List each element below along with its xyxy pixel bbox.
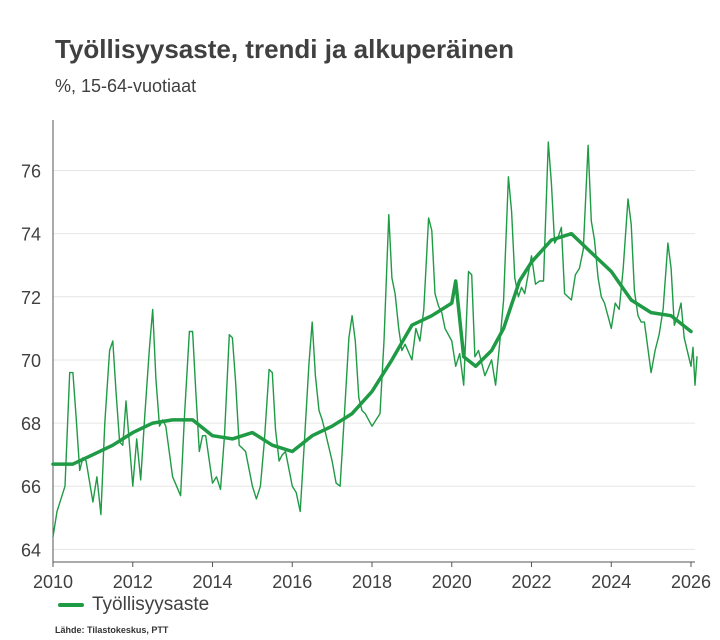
original-line	[52, 141, 698, 538]
x-tick-label-2022: 2022	[511, 572, 551, 592]
y-tick-label-64: 64	[21, 540, 41, 560]
x-tick-label-2026: 2026	[671, 572, 711, 592]
y-tick-label-68: 68	[21, 414, 41, 434]
chart-subtitle: %, 15-64-vuotiaat	[55, 76, 197, 96]
x-tick-label-2018: 2018	[352, 572, 392, 592]
y-tick-label-72: 72	[21, 288, 41, 308]
series-group	[51, 141, 698, 538]
y-tick-label-70: 70	[21, 351, 41, 371]
axes: 64 66 68 70 72 74 76 2010 2012 2014 2016 2018 2020 20…	[21, 120, 711, 592]
x-tick-label-2012: 2012	[113, 572, 153, 592]
y-tick-label-76: 76	[21, 162, 41, 182]
chart-title: Työllisyysaste, trendi ja alkuperäinen	[55, 34, 515, 64]
legend-swatch-tyollisyysaste	[58, 603, 84, 607]
x-tick-label-2016: 2016	[272, 572, 312, 592]
x-tick-label-2024: 2024	[591, 572, 631, 592]
source-note: Lähde: Tilastokeskus, PTT	[55, 625, 169, 635]
x-tick-label-2020: 2020	[432, 572, 472, 592]
x-tick-label-2010: 2010	[33, 572, 73, 592]
x-tick-label-2014: 2014	[192, 572, 232, 592]
legend-label-tyollisyysaste: Työllisyysaste	[92, 594, 210, 615]
y-tick-label-74: 74	[21, 225, 41, 245]
y-tick-label-66: 66	[21, 477, 41, 497]
trend-line	[51, 231, 693, 466]
grid-lines	[53, 170, 695, 550]
legend: Työllisyysaste	[58, 594, 209, 616]
